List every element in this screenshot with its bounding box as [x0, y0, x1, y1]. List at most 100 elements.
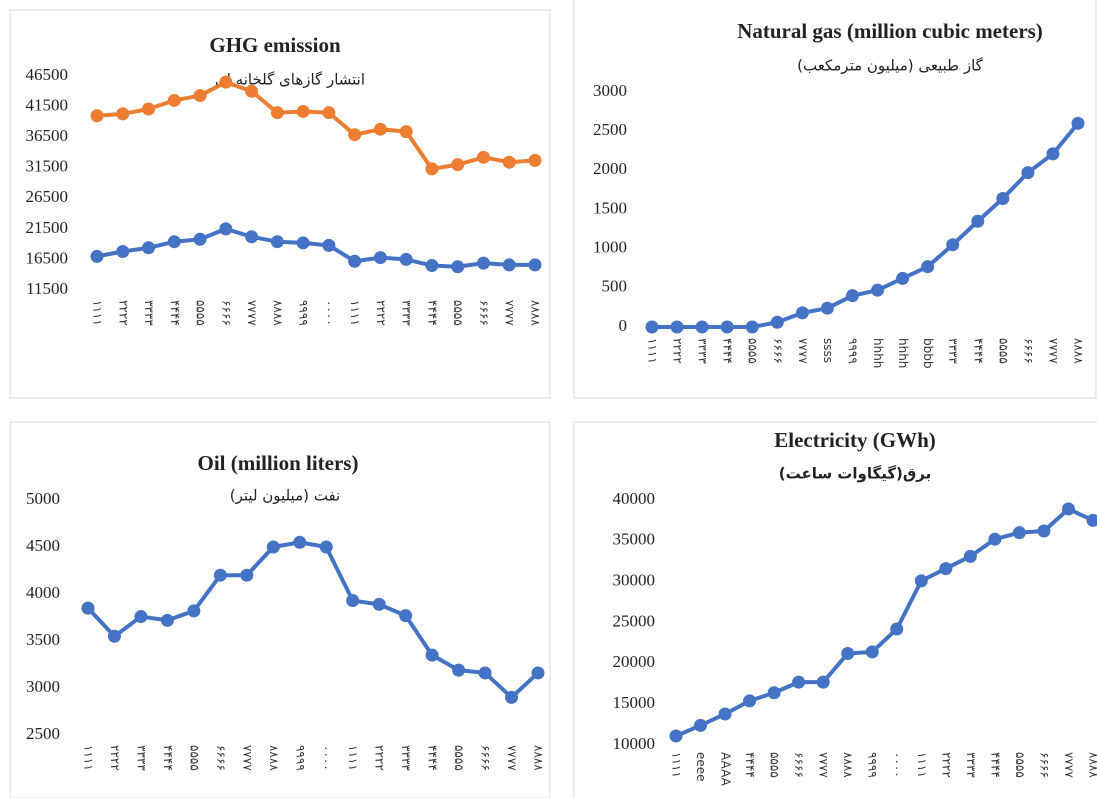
x-tick-label: ۸۸۸۸: [841, 752, 855, 778]
chart-title: GHG emission: [209, 33, 341, 57]
chart-title: Natural gas (million cubic meters): [737, 19, 1043, 43]
data-point: [399, 252, 413, 266]
x-tick-label: ۳۳۳۳: [696, 338, 710, 364]
x-tick-label: ۴۴۴۴: [971, 338, 985, 364]
data-point: [767, 686, 781, 700]
data-point: [841, 647, 855, 661]
x-tick-label: ۴۴۴۴: [426, 745, 440, 771]
data-point: [478, 666, 492, 680]
data-point: [399, 609, 413, 623]
panel-border: [9, 421, 551, 798]
y-tick-label: 4000: [26, 583, 60, 602]
data-point: [718, 707, 732, 721]
data-point: [322, 106, 336, 120]
x-tick-label: ۳۳۳۳: [964, 752, 978, 778]
chart-title: Oil (million liters): [198, 451, 359, 475]
x-tick-label: ۴۴۴۴: [721, 338, 735, 364]
x-tick-label: ۶۶۶۶: [214, 745, 228, 771]
data-point: [296, 104, 310, 118]
chart-panel: Natural gas (million cubic meters) گاز طب…: [573, 0, 1097, 399]
chart-panel: Oil (million liters) نفت (میلیون لیتر) 250…: [9, 421, 551, 798]
y-tick-label: 2000: [593, 159, 627, 178]
x-tick-label: ۲۲۲۲: [939, 752, 953, 778]
x-tick-label: ۴۴۴۴: [168, 300, 182, 326]
x-tick-label: ۷۷۷۷: [796, 338, 810, 364]
x-tick-label: ۴۴۴۴: [743, 752, 757, 778]
x-tick-label: ۰۰۰۰: [322, 300, 336, 326]
data-point: [996, 192, 1010, 206]
y-tick-label: 3500: [26, 630, 60, 649]
x-tick-label: ۴۴۴۴: [425, 300, 439, 326]
y-tick-label: 21500: [26, 218, 69, 237]
x-tick-label: ۵۵۵۵: [1013, 752, 1027, 778]
x-tick-label: ۳۳۳۳: [134, 745, 148, 771]
data-point: [946, 238, 960, 252]
chart-panel: GHG emission انتشار گازهای گلخانه ای 11500…: [9, 9, 551, 399]
data-point: [425, 162, 439, 176]
data-point: [921, 260, 935, 274]
y-tick-label: 3000: [26, 677, 60, 696]
data-point: [296, 236, 310, 250]
data-point: [399, 125, 413, 139]
data-point: [425, 648, 439, 662]
data-point: [451, 260, 465, 274]
x-tick-label: ۶۶۶۶: [1037, 752, 1051, 778]
y-tick-label: 10000: [613, 734, 656, 753]
data-point: [213, 568, 227, 582]
data-point: [745, 320, 759, 334]
x-tick-label: ۵۵۵۵: [768, 752, 782, 778]
x-tick-label: ۶۶۶۶: [219, 300, 233, 326]
data-point: [116, 107, 130, 121]
data-point: [193, 89, 207, 103]
data-point: [694, 718, 708, 732]
y-tick-label: 16500: [26, 248, 69, 267]
data-point: [187, 604, 201, 618]
x-tick-label: ۳۳۳۳: [946, 338, 960, 364]
data-point: [348, 254, 362, 268]
y-tick-label: 4500: [26, 536, 60, 555]
x-tick-label: ۱۱۱۱: [348, 300, 362, 326]
x-tick-label: ۷۷۷۷: [503, 300, 517, 326]
data-point: [107, 629, 121, 643]
x-tick-label: ۱۱۱۱: [346, 745, 360, 771]
y-tick-label: 30000: [613, 571, 656, 590]
data-point: [963, 549, 977, 563]
data-point: [502, 155, 516, 169]
data-point: [476, 150, 490, 164]
x-tick-label: ۱۱۱۱: [91, 300, 105, 326]
x-tick-label: ۹۹۹۹: [846, 338, 860, 364]
chart-subtitle: نفت (میلیون لیتر): [230, 487, 340, 505]
x-tick-label: ۱۱۱۱: [646, 338, 660, 364]
data-point: [245, 84, 259, 98]
x-tick-label: ۳۳۳۳: [400, 300, 414, 326]
x-tick-label: ۳۳۳۳: [142, 300, 156, 326]
data-point: [502, 258, 516, 272]
x-tick-label: ۴۴۴۴: [988, 752, 1002, 778]
data-point: [939, 562, 953, 576]
x-tick-label: ۵۵۵۵: [187, 745, 201, 771]
data-point: [1046, 147, 1060, 161]
data-point: [528, 258, 542, 272]
y-tick-label: 3000: [593, 81, 627, 100]
x-tick-label: ۴۴۴۴: [161, 745, 175, 771]
x-tick-label: eeee: [694, 752, 708, 782]
x-tick-label: ۶۶۶۶: [1021, 338, 1035, 364]
x-tick-label: ۲۲۲۲: [108, 745, 122, 771]
data-point: [865, 645, 879, 659]
data-point: [372, 597, 386, 611]
y-tick-label: 0: [619, 316, 628, 335]
data-point: [531, 666, 545, 680]
data-point: [1012, 526, 1026, 540]
x-tick-label: ۳۳۳۳: [399, 745, 413, 771]
data-point: [476, 256, 490, 270]
x-tick-label: ۷۷۷۷: [245, 300, 259, 326]
x-tick-label: ۷۷۷۷: [505, 745, 519, 771]
x-tick-label: hhhh: [896, 338, 910, 368]
data-point: [167, 93, 181, 107]
data-point: [795, 306, 809, 320]
x-tick-label: ۷۷۷۷: [1062, 752, 1076, 778]
y-tick-label: 36500: [26, 126, 69, 145]
y-tick-label: 5000: [26, 489, 60, 508]
data-point: [452, 663, 466, 677]
